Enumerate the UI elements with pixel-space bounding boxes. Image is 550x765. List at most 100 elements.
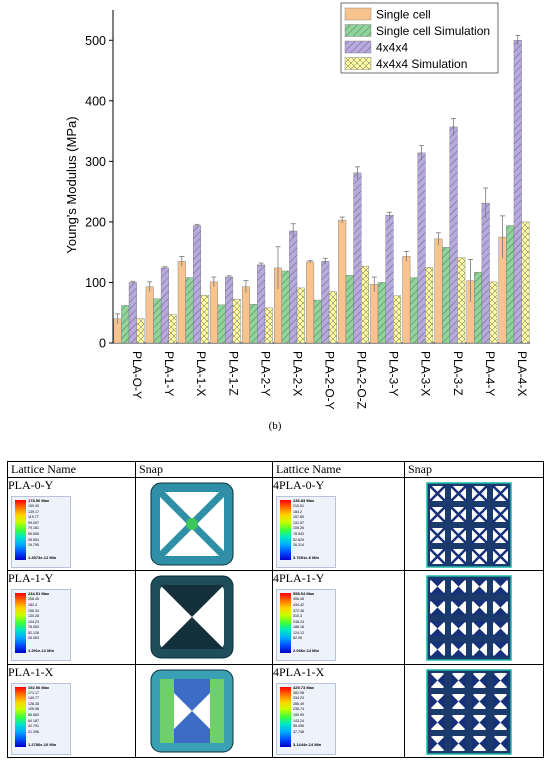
x-tick-label: PLA-2-O-Y: [323, 351, 337, 410]
legend-tick-values: 496.48 434.42 372.36 310.3 248.24 186.18 124.1…: [293, 597, 304, 641]
bar-hatch: [249, 304, 258, 343]
x-tick-label: PLA-2-X: [290, 351, 304, 396]
bar-hatch: [457, 257, 466, 343]
legend-min-value: 1.4573e-12 Min: [28, 555, 57, 560]
bar-hatch: [378, 282, 386, 343]
legend-max-value: 192.56 Max: [28, 684, 50, 690]
color-scale-bar: [280, 500, 291, 560]
legend-min-value: 1.291e-12 Min: [28, 648, 55, 654]
bar-hatch: [168, 314, 177, 343]
legend-tick-values: 171.17 149.77 128.38 106.98 85.583 64.187 42.7…: [28, 690, 39, 734]
bar-hatch: [185, 277, 194, 343]
x-tick-label: PLA-2-O-Z: [355, 351, 369, 409]
bar-single-cell: [177, 261, 186, 344]
bar-hatch: [321, 261, 330, 343]
header-lattice-name-right: Lattice Name: [272, 461, 405, 478]
legend-tick-values: 210.51 184.2 157.89 131.57 105.26 78.943 52.62…: [293, 504, 304, 548]
bar-hatch: [289, 230, 298, 343]
bar-hatch: [506, 225, 514, 343]
single-cell-stress-legend: 234.51 Max 208.45 182.4 156.34 130.28 104.23 7…: [11, 589, 71, 662]
bar-hatch: [474, 272, 482, 343]
lattice-name-cell: PLA-0-Y 178.96 Max 159.30 139.17 119.77 99.09…: [7, 476, 136, 572]
bar-hatch: [353, 172, 362, 343]
bar-hatch: [225, 277, 233, 343]
y-tick-label: 0: [99, 337, 106, 351]
x-tick-label: PLA-1-Z: [226, 351, 240, 396]
bar-single-cell: [209, 281, 218, 344]
bar-single-cell: [145, 286, 154, 344]
legend-min-value: 3.1444e-14 Min: [293, 741, 322, 747]
lattice-name: 4PLA-1-Y: [273, 571, 325, 586]
single-cell-fea-snapshot: [150, 669, 234, 753]
bar-hatch: [193, 225, 201, 343]
legend-max-value: 178.96 Max: [28, 498, 50, 503]
bar-hatch: [385, 215, 394, 343]
lattice-4x4x4-fea-snapshot: [426, 668, 512, 755]
color-scale-bar: [15, 593, 26, 654]
y-tick-label: 400: [85, 94, 106, 108]
bar-hatch: [521, 221, 530, 343]
single-cell-fea-snapshot: [150, 482, 234, 566]
bar-single-cell: [370, 284, 379, 344]
bar-hatch: [136, 318, 145, 343]
lattice-name: PLA-0-Y: [8, 478, 54, 492]
bar-hatch: [313, 300, 322, 343]
bar-hatch: [489, 281, 498, 343]
legend-max-value: 558.54 Max: [293, 591, 315, 597]
legend-label: 4x4x4: [376, 41, 408, 55]
y-axis-label: Young's Modulus (MPa): [64, 116, 79, 253]
legend-min-value: 2.036e-14 Min: [293, 648, 320, 654]
table-header-row: Lattice Name Snap Lattice Name Snap: [7, 461, 544, 478]
bar-hatch: [442, 247, 450, 343]
bar-hatch: [281, 270, 290, 343]
y-tick-label: 500: [85, 34, 106, 48]
legend-min-value: 3.7691e-6 Min: [293, 555, 320, 560]
x-tick-label: PLA-2-Y: [258, 351, 272, 396]
x-tick-label: PLA-O-Y: [130, 351, 144, 399]
single-cell-fea-snapshot: [150, 575, 234, 659]
table-row: PLA-1-Y 234.51 Max 208.45 182.4 156.34 130.28…: [7, 570, 544, 665]
header-snap-right: Snap: [404, 461, 544, 478]
lattice-name: 4PLA-0-Y: [273, 478, 325, 492]
bar-hatch: [232, 299, 241, 343]
single-cell-stress-legend: 178.96 Max 159.30 139.17 119.77 99.097 79.181…: [11, 496, 71, 568]
legend-tick-values: 381.98 334.23 286.49 238.74 190.99 143.24 95.4…: [293, 690, 304, 734]
lattice-name: 4PLA-1-X: [273, 664, 325, 679]
bar-hatch: [161, 267, 169, 343]
legend-swatch-hatch: [345, 41, 371, 53]
legend-max-value: 429.73 Max: [293, 684, 315, 690]
snap-cell: [404, 476, 544, 572]
legend-tick-values: 208.45 182.4 156.34 130.28 104.23 78.063 52.12…: [28, 597, 39, 641]
lattice-table: Lattice Name Snap Lattice Name Snap PLA-…: [7, 461, 544, 759]
snap-cell: [404, 663, 544, 759]
bar-single-cell: [402, 256, 411, 344]
bar-hatch: [393, 295, 401, 343]
bar-hatch: [200, 295, 209, 343]
legend-swatch: [344, 7, 372, 21]
y-tick-label: 300: [85, 155, 106, 169]
lattice-name-cell: PLA-1-Y 234.51 Max 208.45 182.4 156.34 130.28…: [7, 570, 136, 665]
color-scale-bar: [15, 500, 26, 560]
legend-max-value: 236.83 Max: [293, 498, 315, 503]
bar-hatch: [361, 266, 369, 343]
youngs-modulus-bar-chart: 0 100 200 300 400 500 PLA-O-Y PLA-1-Y PLA-1-X PLA…: [64, 2, 530, 410]
lattice-stress-legend: 429.73 Max 381.98 334.23 286.49 238.74 190.99…: [276, 682, 336, 755]
lattice-stress-legend: 558.54 Max 496.48 434.42 372.36 310.3 248.24 1…: [276, 589, 336, 662]
lattice-4x4x4-fea-snapshot: [426, 482, 512, 568]
x-tick-label: PLA-1-Y: [162, 351, 176, 396]
bar-single-cell: [338, 219, 347, 344]
lattice-name-cell: 4PLA-0-Y 236.83 Max 210.51 184.2 157.89 131.5…: [272, 476, 405, 572]
lattice-stress-legend: 236.83 Max 210.51 184.2 157.89 131.57 105.26 7…: [276, 496, 336, 568]
x-tick-label: PLA-3-Y: [387, 351, 401, 396]
x-tick-label: PLA-3-Z: [451, 351, 465, 396]
y-tick-label: 100: [85, 276, 106, 290]
snap-cell: [135, 663, 273, 759]
lattice-name-cell: PLA-1-X 192.56 Max 171.17 149.77 128.38 106.9…: [7, 663, 136, 759]
lattice-4x4x4-fea-snapshot: [426, 575, 512, 662]
bar-hatch: [410, 277, 418, 343]
bar-single-cell: [241, 286, 250, 344]
lattice-name-cell: 4PLA-1-X 429.73 Max 381.98 334.23 286.49 238.…: [272, 663, 405, 759]
lattice-name: PLA-1-Y: [8, 571, 54, 586]
bar-hatch: [153, 298, 162, 343]
color-scale-bar: [280, 593, 291, 654]
